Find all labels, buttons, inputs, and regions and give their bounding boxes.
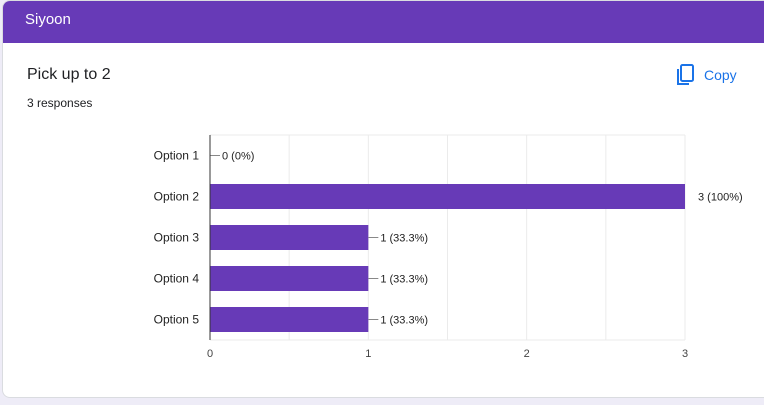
- copy-icon: [677, 64, 694, 85]
- bar: [210, 307, 369, 332]
- category-label: Option 5: [154, 313, 200, 327]
- x-tick-label: 0: [207, 348, 213, 360]
- x-tick-label: 3: [682, 348, 688, 360]
- category-label: Option 4: [154, 272, 200, 286]
- section-header: Siyoon: [3, 1, 764, 43]
- data-label: 0 (0%): [222, 151, 254, 163]
- category-label: Option 3: [154, 231, 200, 245]
- response-count: 3 responses: [27, 96, 93, 110]
- bar: [210, 225, 369, 250]
- category-label: Option 2: [154, 190, 200, 204]
- bar: [210, 184, 685, 209]
- copy-chart-button[interactable]: Copy: [675, 61, 737, 89]
- x-tick-label: 1: [365, 348, 371, 360]
- section-title: Siyoon: [25, 11, 71, 28]
- question-title: Pick up to 2: [27, 66, 111, 83]
- bar-chart: 0 1 2 3 Option 1 0 (0%) Option 2 3 (100%) Option…: [154, 134, 743, 360]
- data-label: 1 (33.3%): [380, 274, 428, 286]
- data-label: 3 (100%): [698, 192, 743, 204]
- data-label: 1 (33.3%): [380, 315, 428, 327]
- bar: [210, 266, 369, 291]
- copy-label: Copy: [704, 67, 737, 83]
- x-tick-label: 2: [524, 348, 530, 360]
- data-label: 1 (33.3%): [380, 233, 428, 245]
- category-label: Option 1: [154, 149, 200, 163]
